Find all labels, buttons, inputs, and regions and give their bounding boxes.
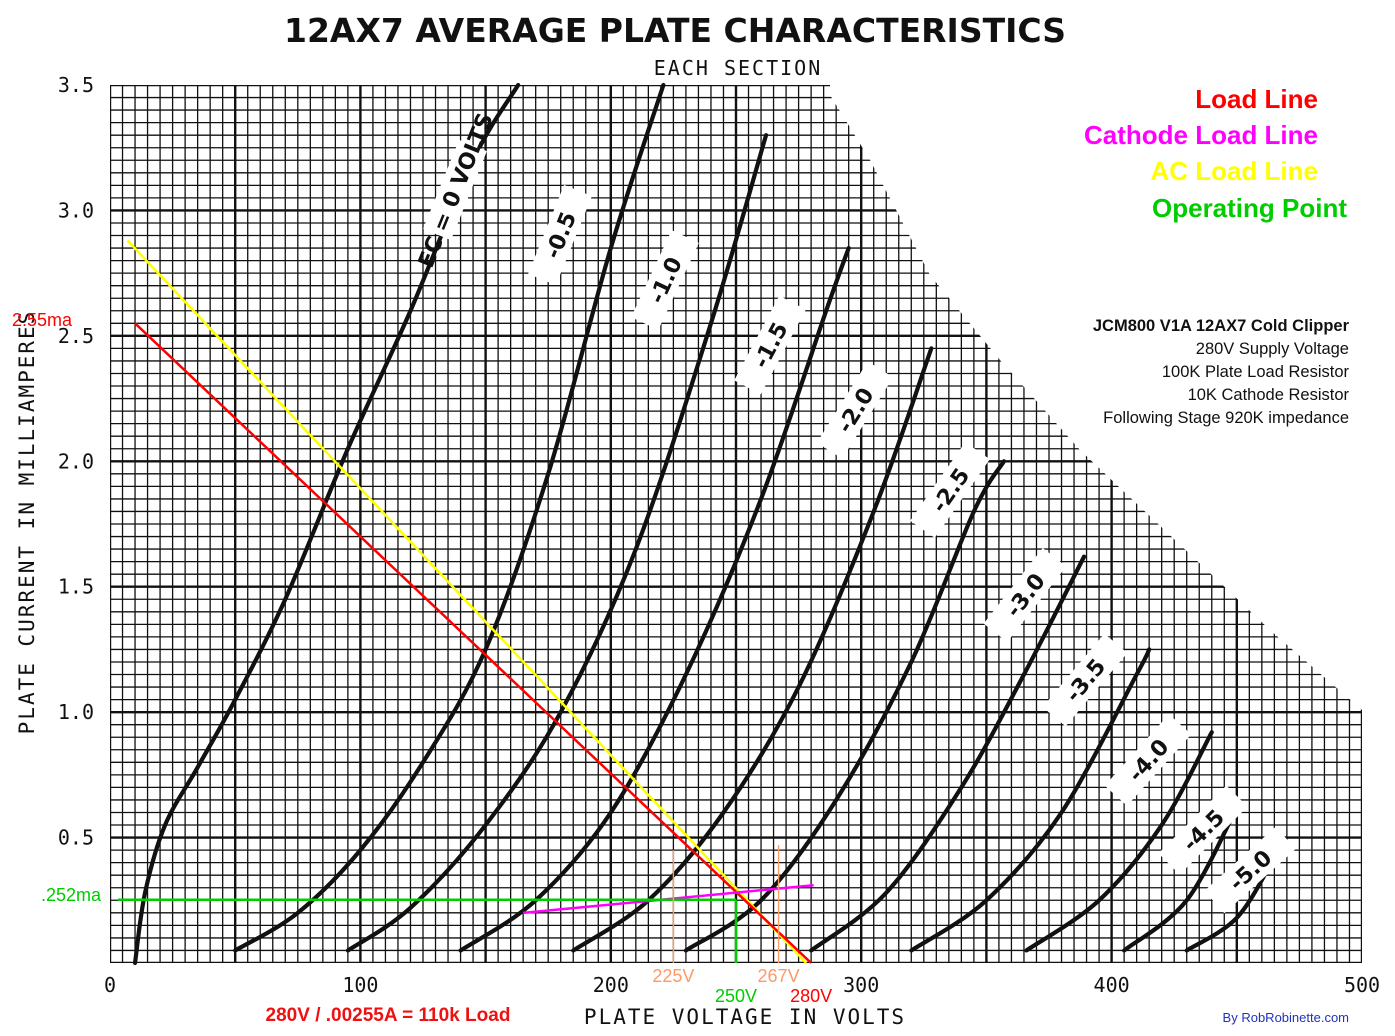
x-tick-label: 400 — [1094, 973, 1130, 997]
curve-label-bg — [734, 295, 806, 395]
info-line-cathode-resistor: 10K Cathode Resistor — [1188, 386, 1350, 404]
curve-label-bg — [423, 139, 487, 241]
y-tick-label: 3.5 — [58, 73, 94, 97]
info-line-supply: 280V Supply Voltage — [1196, 340, 1349, 358]
ac-load-line — [126, 239, 808, 964]
credit-link[interactable]: By RobRobinette.com — [1223, 1010, 1349, 1025]
curve-label-bg — [1204, 826, 1296, 914]
chart-text: 12AX7 AVERAGE PLATE CHARACTERISTICS EACH… — [15, 11, 1380, 1029]
annotations: 280V / .00255A = 110k Load By RobRobinet… — [12, 310, 1349, 1026]
chart-subtitle: EACH SECTION — [654, 56, 823, 80]
y-tick-label: 1.0 — [58, 700, 94, 724]
reference-label: 280V — [790, 986, 832, 1006]
load-calculation: 280V / .00255A = 110k Load — [266, 1005, 511, 1026]
grid-voltage-curve — [1122, 805, 1239, 953]
grid-voltage-curve — [909, 647, 1152, 953]
curve-label-bg — [1104, 714, 1192, 806]
legend-load-line: Load Line — [1195, 84, 1318, 114]
x-tick-label: 0 — [104, 973, 116, 997]
y-tick-label: 2.0 — [58, 449, 94, 473]
grid-voltage-curve — [1024, 730, 1214, 953]
curve-label-bg — [528, 184, 592, 286]
legend-cathode-load-line: Cathode Load Line — [1084, 120, 1318, 150]
y-tick-label: 2.5 — [58, 324, 94, 348]
chart-title: 12AX7 AVERAGE PLATE CHARACTERISTICS — [284, 11, 1066, 50]
legend-ac-load-line: AC Load Line — [1150, 156, 1318, 186]
reference-label: 225V — [652, 966, 694, 986]
grid-voltage-curve — [683, 459, 1007, 953]
y-tick-label: 3.0 — [58, 198, 94, 222]
curve-label-bg — [631, 230, 699, 330]
x-tick-label: 200 — [593, 973, 629, 997]
x-tick-label: 500 — [1344, 973, 1380, 997]
curve-label-bg — [1042, 633, 1128, 727]
x-tick-label: 100 — [342, 973, 378, 997]
load-line-overlays — [118, 239, 814, 964]
y-axis-label: PLATE CURRENT IN MILLIAMPERES — [15, 310, 39, 735]
reference-label: 250V — [715, 986, 757, 1006]
y-tick-label: 1.5 — [58, 575, 94, 599]
curve-label-bg — [1158, 785, 1248, 875]
curve-label-bg — [983, 547, 1067, 643]
x-tick-label: 300 — [843, 973, 879, 997]
curve-label-bg — [816, 361, 894, 459]
grid-voltage-curve — [233, 82, 666, 953]
reference-label: 267V — [758, 966, 800, 986]
legend: Load Line Cathode Load Line AC Load Line… — [1084, 84, 1347, 223]
reference-label: 2.55ma — [12, 310, 73, 330]
y-tick-label: 0.5 — [58, 826, 94, 850]
circuit-info-box: JCM800 V1A 12AX7 Cold Clipper 280V Suppl… — [1093, 317, 1350, 427]
x-axis-label: PLATE VOLTAGE IN VOLTS — [584, 1005, 906, 1029]
legend-operating-point: Operating Point — [1152, 193, 1347, 223]
reference-label: .252ma — [41, 885, 102, 905]
info-line-plate-resistor: 100K Plate Load Resistor — [1162, 363, 1350, 381]
info-title: JCM800 V1A 12AX7 Cold Clipper — [1093, 317, 1350, 335]
load-line — [134, 322, 812, 964]
curve-label-bg — [910, 442, 990, 538]
grid-voltage-curve — [345, 133, 769, 953]
grid-voltage-curve — [458, 245, 851, 953]
grid-voltage-curve — [809, 554, 1087, 953]
info-line-following-stage: Following Stage 920K impedance — [1103, 409, 1349, 427]
